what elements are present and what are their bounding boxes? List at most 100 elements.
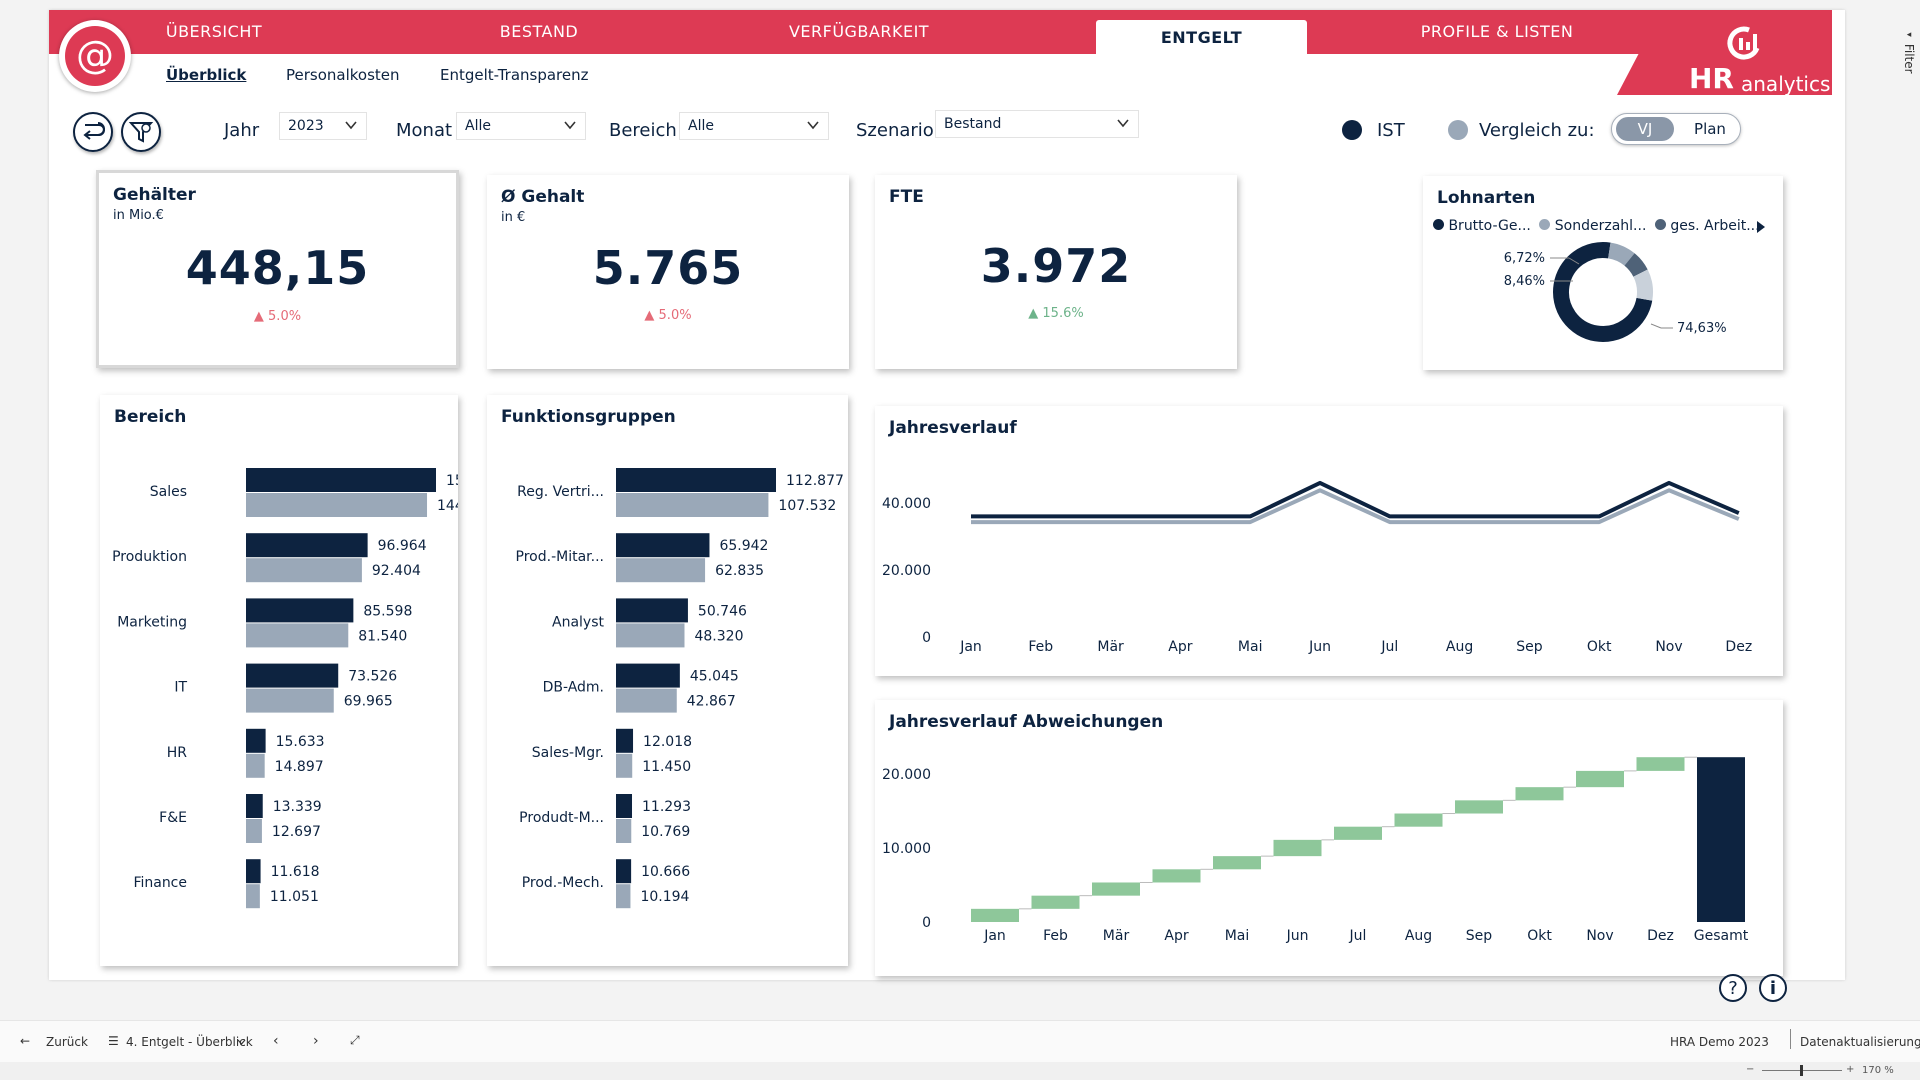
jahresverlauf-chart-card[interactable]: Jahresverlauf 0 20.000 40.000 Jan Feb Mär Apr M…	[875, 406, 1783, 676]
subtab-ueberblick[interactable]: Überblick	[166, 66, 247, 84]
legend-item[interactable]: Sonderzahl...	[1554, 218, 1647, 234]
x-tick-label: Aug	[1446, 639, 1473, 655]
y-tick-label: 0	[922, 630, 931, 646]
tab-entgelt[interactable]: ENTGELT	[1096, 20, 1307, 64]
legend-dot	[1539, 219, 1551, 230]
bereich-bar-chart: Sales 151.477 144.322 Produktion 96.964 92.40…	[112, 468, 458, 909]
data-label: 12.018	[643, 734, 692, 750]
top-navigation: ÜBERSICHT BESTAND VERFÜGBARKEIT ENTGELT …	[49, 10, 1832, 64]
x-tick-label: Gesamt	[1694, 928, 1749, 944]
data-label: 73.526	[348, 669, 397, 685]
waterfall-step-bar	[1576, 770, 1624, 788]
kpi-card-fte[interactable]: FTE 3.972 ▲ 15.6%	[875, 175, 1237, 369]
bar-ist	[616, 859, 632, 884]
data-label: 65.942	[719, 538, 768, 554]
data-label: 11.450	[642, 759, 691, 775]
bar-vj	[616, 558, 706, 583]
funktionsgruppen-chart-card[interactable]: Funktionsgruppen Reg. Vertri... 112.877 10…	[487, 395, 848, 966]
bar-vj	[616, 819, 632, 843]
x-tick-label: Aug	[1405, 928, 1432, 944]
data-label: 85.598	[363, 603, 412, 619]
monat-label: Monat	[396, 120, 453, 141]
subtab-personalkosten[interactable]: Personalkosten	[286, 66, 400, 84]
bar-vj	[246, 623, 349, 648]
hr-analytics-logo: HR analytics	[1679, 24, 1830, 96]
zoom-slider-thumb[interactable]	[1800, 1065, 1803, 1076]
donut-label: 6,72%	[1504, 251, 1545, 266]
bar-ist	[616, 468, 776, 492]
zoom-out-icon[interactable]: −	[1746, 1064, 1755, 1075]
waterfall-step-bar	[1213, 856, 1261, 870]
bar-vj	[246, 753, 265, 778]
help-icon[interactable]: ?	[1717, 972, 1749, 1004]
data-label: 42.867	[687, 694, 736, 710]
home-logo-button[interactable]: @	[59, 20, 131, 92]
tab-uebersicht[interactable]: ÜBERSICHT	[165, 22, 263, 41]
bottom-navigation-bar: ← Zurück ☰ 4. Entgelt - Überblick ‹ › ⤢ …	[0, 1020, 1920, 1062]
category-label: Sales	[150, 484, 187, 500]
lohnarten-donut-chart: 6,72% 8,46% 74,63%	[1504, 242, 1727, 342]
kpi-unit: in €	[501, 210, 526, 225]
kpi-card-gehaelter[interactable]: Gehälter in Mio.€ 448,15 ▲ 5.0%	[96, 170, 459, 368]
toggle-plan[interactable]: Plan	[1694, 120, 1726, 138]
vergleich-label: Vergleich zu:	[1479, 120, 1595, 141]
toggle-vj[interactable]: VJ	[1616, 117, 1674, 141]
back-button[interactable]	[73, 112, 113, 152]
zurueck-button[interactable]: Zurück	[46, 1035, 88, 1049]
kpi-value: 3.972	[980, 239, 1132, 293]
chevron-down-icon[interactable]	[237, 1038, 246, 1047]
jahr-value: 2023	[288, 118, 324, 134]
x-tick-label: Mai	[1238, 639, 1263, 655]
chevron-down-icon	[564, 121, 576, 130]
lohnarten-legend: Brutto-Ge... Sonderzahl... ges. Arbeit..…	[1433, 218, 1773, 236]
legend-item[interactable]: ges. Arbeit...	[1670, 218, 1760, 234]
data-label: 50.746	[698, 603, 747, 619]
legend-item[interactable]: Brutto-Ge...	[1448, 218, 1531, 234]
jahr-dropdown[interactable]: 2023	[279, 112, 367, 140]
tab-bestand[interactable]: BESTAND	[499, 22, 579, 41]
kpi-card-gehalt[interactable]: Ø Gehalt in € 5.765 ▲ 5.0%	[487, 175, 849, 369]
waterfall-total-bar	[1697, 757, 1745, 922]
next-page-icon[interactable]: ›	[313, 1033, 319, 1049]
fullscreen-icon[interactable]: ⤢	[350, 1033, 360, 1047]
bar-ist	[246, 728, 266, 753]
funktionsgruppen-chart-title: Funktionsgruppen	[501, 407, 676, 427]
bar-ist	[616, 794, 633, 818]
abweichungen-chart-card[interactable]: Jahresverlauf Abweichungen 0 10.000 20.000…	[875, 700, 1783, 976]
monat-dropdown[interactable]: Alle	[456, 112, 586, 140]
bereich-label: Bereich	[609, 120, 677, 141]
bar-ist	[246, 663, 339, 688]
bar-vj	[616, 884, 631, 909]
page-list-icon[interactable]: ☰	[108, 1034, 119, 1048]
subtab-entgelt-transparenz[interactable]: Entgelt-Transparenz	[440, 66, 589, 84]
bar-ist	[616, 728, 634, 753]
reset-filter-button[interactable]	[121, 112, 161, 152]
bar-vj	[246, 688, 334, 713]
vergleich-legend-dot	[1448, 120, 1468, 140]
back-arrow-icon[interactable]: ←	[20, 1034, 31, 1048]
zoom-in-icon[interactable]: +	[1846, 1064, 1855, 1075]
bereich-dropdown[interactable]: Alle	[679, 112, 829, 140]
bereich-chart-title: Bereich	[114, 407, 187, 427]
vj-plan-toggle[interactable]: VJ Plan	[1611, 113, 1741, 145]
lohnarten-card[interactable]: Lohnarten Brutto-Ge... Sonderzahl... ges…	[1423, 176, 1783, 370]
szenario-dropdown[interactable]: Bestand	[935, 110, 1139, 138]
category-label: HR	[167, 745, 188, 761]
category-label: Prod.-Mech.	[522, 875, 604, 891]
legend-next-icon[interactable]	[1755, 220, 1767, 234]
bereich-chart-card[interactable]: Bereich Sales 151.477 144.322 Produktion 96.…	[100, 395, 458, 966]
page-selector[interactable]: 4. Entgelt - Überblick	[126, 1035, 253, 1049]
filter-pane-collapsed[interactable]: ◂ Filter	[1892, 30, 1916, 120]
waterfall-step-bar	[1031, 895, 1080, 909]
donut-label: 74,63%	[1677, 321, 1727, 336]
ist-legend-dot	[1342, 120, 1362, 140]
data-label: 12.697	[272, 824, 321, 840]
lohnarten-title: Lohnarten	[1437, 188, 1536, 208]
category-label: IT	[174, 680, 187, 696]
tab-profile-listen[interactable]: PROFILE & LISTEN	[1420, 22, 1574, 41]
previous-page-icon[interactable]: ‹	[273, 1033, 279, 1049]
leader-line	[1568, 257, 1580, 265]
info-icon[interactable]: i	[1757, 972, 1789, 1004]
tab-verfuegbarkeit[interactable]: VERFÜGBARKEIT	[788, 22, 930, 41]
line-ist	[971, 480, 1740, 519]
